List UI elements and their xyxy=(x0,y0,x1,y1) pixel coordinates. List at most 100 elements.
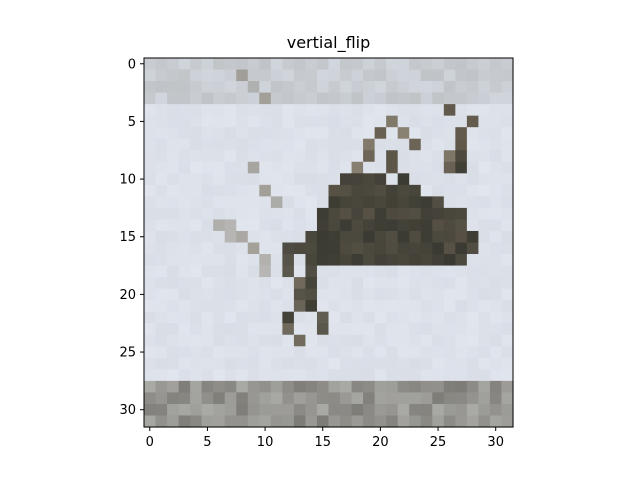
image-pixel xyxy=(443,300,456,313)
image-pixel xyxy=(293,92,307,105)
image-pixel xyxy=(432,196,445,209)
image-pixel xyxy=(443,161,456,174)
image-pixel xyxy=(316,196,330,209)
image-pixel xyxy=(455,403,468,417)
image-pixel xyxy=(409,219,422,232)
image-pixel xyxy=(167,104,180,117)
image-pixel xyxy=(316,380,330,394)
image-pixel xyxy=(443,196,456,209)
image-pixel xyxy=(466,403,480,417)
image-pixel xyxy=(282,242,295,255)
image-pixel xyxy=(420,380,433,394)
image-pixel xyxy=(363,81,376,94)
image-pixel xyxy=(432,415,445,428)
image-pixel xyxy=(501,69,514,82)
image-pixel xyxy=(489,207,503,221)
image-pixel xyxy=(340,357,353,370)
image-pixel xyxy=(386,254,399,267)
image-pixel xyxy=(155,403,168,417)
image-pixel xyxy=(386,115,399,128)
image-pixel xyxy=(259,104,272,117)
image-pixel xyxy=(466,265,480,278)
image-pixel xyxy=(363,254,376,267)
image-pixel xyxy=(270,207,283,221)
image-pixel xyxy=(340,138,353,151)
image-pixel xyxy=(236,300,249,313)
image-pixel xyxy=(363,392,376,405)
image-pixel xyxy=(259,138,272,151)
image-pixel xyxy=(466,392,480,405)
image-pixel xyxy=(340,415,353,428)
image-pixel xyxy=(397,150,410,163)
x-tick-label: 10 xyxy=(257,435,274,450)
image-pixel xyxy=(201,265,214,278)
image-pixel xyxy=(293,81,307,94)
x-tick-label: 30 xyxy=(487,435,504,450)
image-pixel xyxy=(489,69,503,82)
image-pixel xyxy=(224,219,237,232)
image-pixel xyxy=(305,161,318,174)
image-pixel xyxy=(340,173,353,186)
image-pixel xyxy=(455,127,468,140)
image-pixel xyxy=(293,334,307,347)
image-pixel xyxy=(455,300,468,313)
image-pixel xyxy=(155,173,168,186)
image-pixel xyxy=(259,323,272,336)
image-pixel xyxy=(363,92,376,105)
image-pixel xyxy=(259,380,272,394)
image-pixel xyxy=(144,311,157,324)
image-pixel xyxy=(501,173,514,186)
image-pixel xyxy=(190,265,203,278)
image-pixel xyxy=(478,300,491,313)
image-pixel xyxy=(328,300,341,313)
image-pixel xyxy=(270,357,283,370)
image-pixel xyxy=(213,127,226,140)
image-pixel xyxy=(328,369,341,382)
image-pixel xyxy=(501,196,514,209)
image-pixel xyxy=(501,265,514,278)
image-pixel xyxy=(167,265,180,278)
image-pixel xyxy=(224,265,237,278)
image-pixel xyxy=(443,207,456,221)
image-pixel xyxy=(247,207,260,221)
image-pixel xyxy=(455,196,468,209)
image-pixel xyxy=(259,357,272,370)
image-pixel xyxy=(305,311,318,324)
image-pixel xyxy=(340,277,353,290)
image-pixel xyxy=(155,230,168,244)
image-pixel xyxy=(466,380,480,394)
image-pixel xyxy=(386,277,399,290)
image-pixel xyxy=(259,230,272,244)
image-pixel xyxy=(432,369,445,382)
image-pixel xyxy=(386,415,399,428)
image-pixel xyxy=(386,127,399,140)
image-pixel xyxy=(190,173,203,186)
image-pixel xyxy=(374,92,387,105)
image-pixel xyxy=(466,254,480,267)
image-pixel xyxy=(259,196,272,209)
image-pixel xyxy=(213,184,226,197)
image-pixel xyxy=(328,254,341,267)
image-pixel xyxy=(293,219,307,232)
image-pixel xyxy=(224,81,237,94)
image-pixel xyxy=(466,288,480,301)
image-pixel xyxy=(409,357,422,370)
image-pixel xyxy=(270,415,283,428)
image-pixel xyxy=(478,242,491,255)
image-pixel xyxy=(478,380,491,394)
image-pixel xyxy=(236,403,249,417)
image-pixel xyxy=(247,127,260,140)
image-pixel xyxy=(386,150,399,163)
y-tick-label: 30 xyxy=(119,403,136,418)
image-pixel xyxy=(293,161,307,174)
image-pixel xyxy=(178,184,191,197)
image-pixel xyxy=(305,196,318,209)
image-pixel xyxy=(328,415,341,428)
image-pixel xyxy=(409,69,422,82)
image-pixel xyxy=(363,357,376,370)
image-pixel xyxy=(247,219,260,232)
image-pixel xyxy=(224,380,237,394)
image-pixel xyxy=(340,230,353,244)
image-pixel xyxy=(259,369,272,382)
image-pixel xyxy=(316,357,330,370)
